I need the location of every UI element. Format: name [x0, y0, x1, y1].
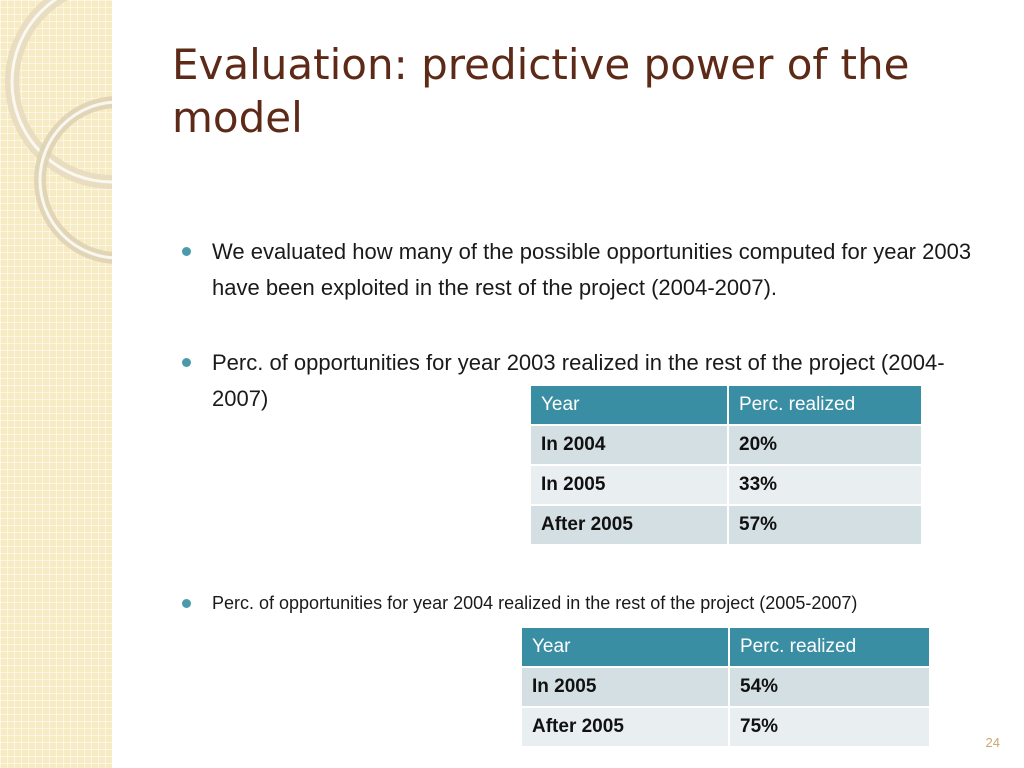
bullet-dot-icon [182, 247, 191, 256]
table-cell-year: After 2005 [520, 706, 730, 748]
page-number: 24 [985, 735, 1000, 750]
table-cell-value: 57% [727, 504, 923, 546]
table-cell-value: 75% [728, 706, 931, 748]
table-row: In 2005 54% [520, 666, 931, 708]
table-row: After 2005 57% [529, 504, 923, 546]
bullet-text: We evaluated how many of the possible op… [212, 239, 972, 300]
column-header-year: Year [529, 384, 729, 426]
table-row: In 2004 20% [529, 424, 923, 466]
table-cell-year: In 2004 [529, 424, 729, 466]
table-cell-year: In 2005 [520, 666, 730, 708]
table-cell-value: 20% [727, 424, 923, 466]
decorative-circles [5, 0, 112, 264]
bullet-dot-icon [182, 599, 191, 608]
bullet-text: Perc. of opportunities for year 2004 rea… [212, 593, 858, 613]
table-2003-opportunities: Year Perc. realized In 2004 20% In 2005 … [529, 384, 923, 546]
table-2004-opportunities: Year Perc. realized In 2005 54% After 20… [520, 626, 931, 748]
table-row: After 2005 75% [520, 706, 931, 748]
bullet-dot-icon [182, 358, 191, 367]
table-row: In 2005 33% [529, 464, 923, 506]
table-cell-value: 33% [727, 464, 923, 506]
table-cell-year: In 2005 [529, 464, 729, 506]
column-header-perc-realized: Perc. realized [728, 626, 931, 668]
table-cell-year: After 2005 [529, 504, 729, 546]
slide-title: Evaluation: predictive power of the mode… [172, 40, 910, 143]
table-cell-value: 54% [728, 666, 931, 708]
bullet-text: Perc. of opportunities for year 2003 rea… [212, 350, 945, 411]
column-header-year: Year [520, 626, 730, 668]
decorative-side-strip [0, 0, 112, 768]
table-header-row: Year Perc. realized [529, 384, 923, 426]
column-header-perc-realized: Perc. realized [727, 384, 923, 426]
table-header-row: Year Perc. realized [520, 626, 931, 668]
